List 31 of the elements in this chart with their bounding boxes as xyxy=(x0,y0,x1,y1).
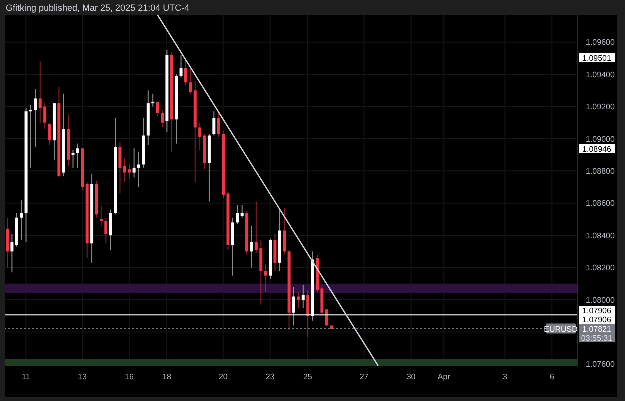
y-tick-label: 1.08400 xyxy=(586,231,616,240)
x-tick-label: 30 xyxy=(406,372,416,382)
y-tick-label: 1.09200 xyxy=(586,102,616,112)
x-tick-label: Apr xyxy=(438,372,451,382)
y-tick-label: 1.08800 xyxy=(586,167,616,176)
chart-title: Gfitking published, Mar 25, 2025 21:04 UTC-4 xyxy=(6,3,190,13)
text: 03:55:31 xyxy=(581,334,614,343)
y-tick-label: 1.07600 xyxy=(586,360,616,370)
ref-line-label: 1.07906 xyxy=(582,306,612,316)
text: 1.08946 xyxy=(582,145,612,154)
y-tick-label: 1.09000 xyxy=(586,134,616,144)
x-tick-label: 6 xyxy=(550,372,555,382)
x-tick-label: 18 xyxy=(162,372,172,382)
ref-line-label: 1.07821 xyxy=(582,324,612,334)
x-tick-label: 27 xyxy=(360,372,370,382)
x-tick-label: 13 xyxy=(78,372,88,382)
x-tick-label: 11 xyxy=(22,372,31,382)
y-tick-label: 1.08000 xyxy=(586,296,616,305)
candlestick xyxy=(325,309,328,326)
text: 1.09501 xyxy=(582,54,612,63)
y-tick-label: 1.08600 xyxy=(586,199,616,208)
x-tick-label: 16 xyxy=(125,372,134,382)
x-tick-label: 20 xyxy=(218,372,228,382)
y-tick-label: 1.09400 xyxy=(586,70,616,80)
x-tick-label: 25 xyxy=(303,372,313,382)
x-tick-label: 23 xyxy=(266,372,276,382)
y-tick-label: 1.09600 xyxy=(586,38,616,48)
y-tick-label: 1.08200 xyxy=(586,264,616,273)
x-tick-label: 3 xyxy=(502,372,508,382)
annotation: EURUSD xyxy=(544,324,578,334)
text: 1.07906 xyxy=(582,316,612,325)
